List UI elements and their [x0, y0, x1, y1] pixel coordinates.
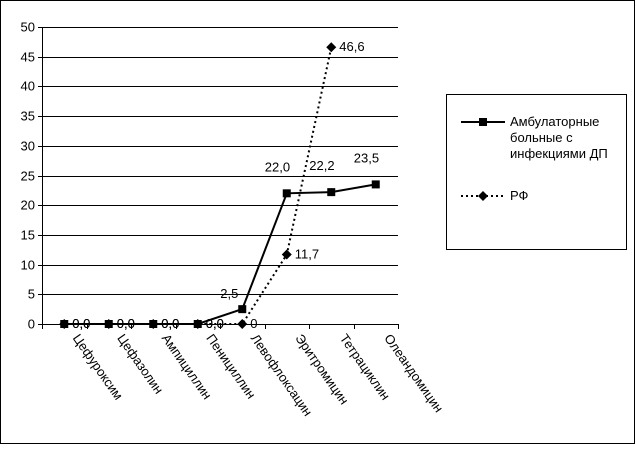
legend-marker	[479, 118, 487, 126]
data-label: 11,7	[295, 247, 319, 262]
data-point	[103, 319, 114, 329]
gridlines	[42, 27, 398, 295]
y-axis-ticks: 0 5 10 15 20 25 30 35 40 45 50	[21, 20, 42, 332]
legend-label: Амбулаторные больные с инфекциями ДП	[510, 114, 608, 161]
y-tick-label: 30	[21, 139, 35, 154]
data-label: 0,0	[206, 316, 224, 331]
y-tick-label: 35	[21, 109, 35, 124]
data-point	[148, 319, 159, 329]
y-tick-label: 5	[28, 287, 35, 302]
data-label: 0,0	[117, 316, 135, 331]
legend: Амбулаторные больные с инфекциями ДП РФ	[446, 94, 627, 250]
data-point	[281, 249, 292, 260]
data-point	[327, 188, 336, 197]
series-layer: 0,0 0,0 0,0 0,02,522,0 22,223,50,0 0,0 0,0 0,0 0…	[59, 39, 380, 331]
data-point	[237, 319, 248, 329]
series-1: 0,0 0,0 0,0 0,0 2,5 22,0 22,2 23,5	[60, 150, 380, 331]
data-point	[371, 180, 380, 189]
legend-entry-1: Амбулаторные больные с инфекциями ДП	[461, 114, 608, 161]
y-tick-label: 0	[28, 317, 35, 332]
data-point	[238, 305, 247, 314]
data-point	[282, 189, 291, 198]
data-point	[326, 42, 337, 53]
data-label: 22,2	[309, 158, 334, 173]
legend-entry-2: РФ	[461, 188, 529, 203]
y-tick-label: 10	[21, 258, 35, 273]
data-label: 23,5	[354, 150, 379, 165]
legend-marker	[478, 191, 488, 201]
data-point	[192, 319, 203, 329]
y-tick-label: 25	[21, 169, 35, 184]
y-tick-label: 15	[21, 228, 35, 243]
data-label: 0	[250, 316, 257, 331]
data-label: 2,5	[220, 286, 238, 301]
data-label: 0,0	[161, 316, 179, 331]
y-tick-label: 20	[21, 198, 35, 213]
data-point	[59, 319, 70, 329]
y-tick-label: 40	[21, 79, 35, 94]
data-label: 0,0	[72, 316, 90, 331]
data-label: 46,6	[339, 39, 364, 54]
y-tick-label: 50	[21, 20, 35, 35]
legend-label: РФ	[510, 188, 529, 203]
series-2: 0,0 0,0 0,0 0,0 0 11,7 46,6	[59, 39, 365, 331]
y-tick-label: 45	[21, 50, 35, 65]
data-label: 22,0	[265, 159, 290, 174]
legend-box	[446, 94, 627, 250]
